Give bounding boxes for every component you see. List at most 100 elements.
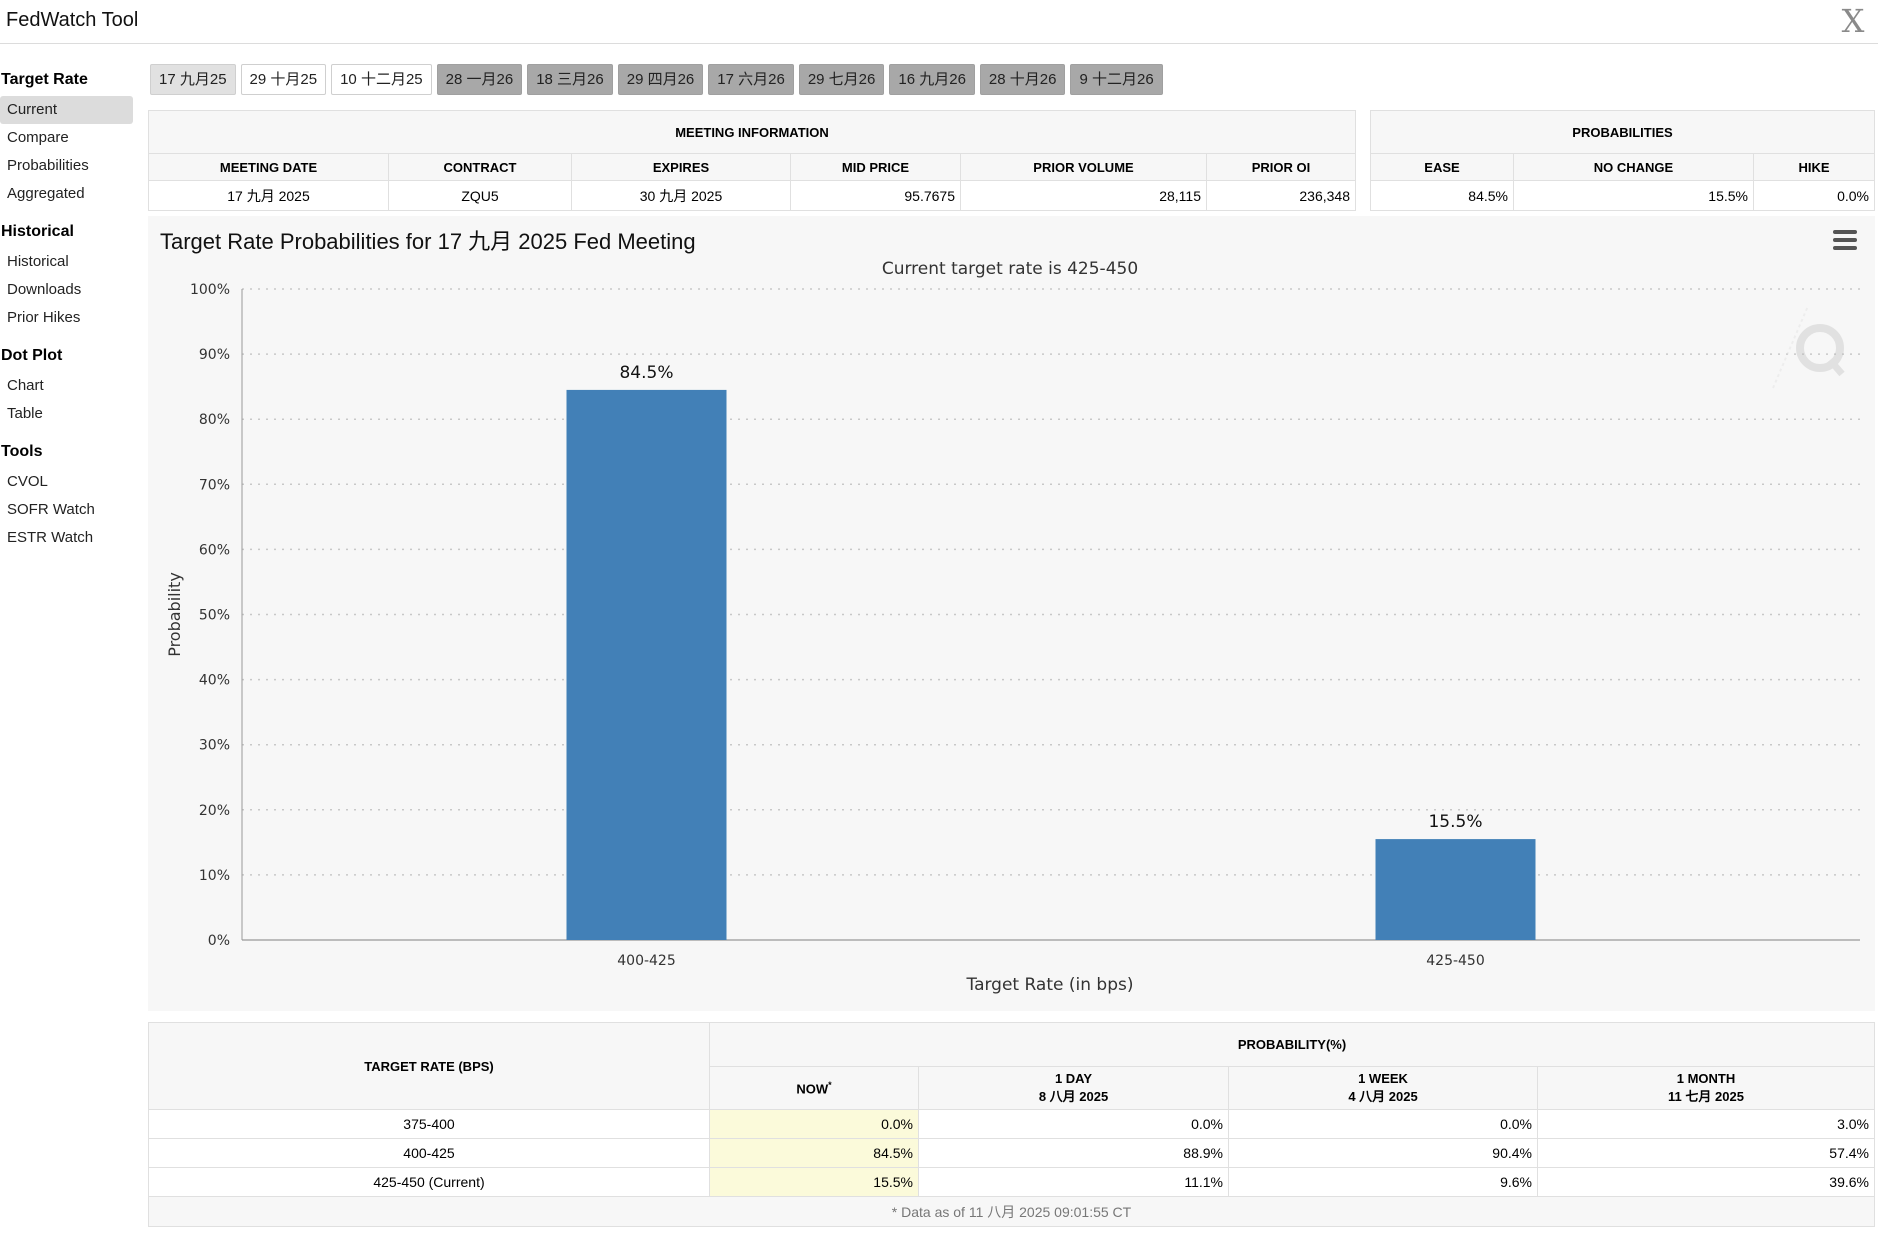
sidebar-item-chart[interactable]: Chart (7, 377, 44, 394)
sidebar-section-tools: Tools CVOL SOFR Watch ESTR Watch (0, 436, 140, 552)
table-row: 375-400 0.0% 0.0% 0.0% 3.0% (148, 1109, 1875, 1139)
sidebar-heading: Dot Plot (1, 347, 63, 364)
meeting-tab-7[interactable]: 17 六月26 (708, 64, 794, 95)
y-tick-label: 80% (199, 412, 230, 428)
app-title: FedWatch Tool (6, 9, 139, 31)
table-footnote-row: * Data as of 11 八月 2025 09:01:55 CT (148, 1196, 1875, 1227)
footnote-mark: * (828, 1079, 832, 1090)
probability-cell: 84.5% (709, 1138, 919, 1168)
probability-header: PROBABILITY(%) (709, 1022, 1875, 1067)
y-tick-label: 10% (199, 868, 230, 884)
sidebar-item-historical[interactable]: Historical (7, 253, 69, 270)
sidebar-nav: Target Rate Current Compare Probabilities Ag… (0, 64, 140, 560)
target-rate-cell: 425-450 (Current) (148, 1167, 710, 1197)
probability-cell: 88.9% (918, 1138, 1229, 1168)
bar-400-425[interactable] (566, 389, 727, 940)
meeting-tab-4[interactable]: 28 一月26 (436, 64, 523, 95)
col-hike: HIKE (1753, 153, 1875, 181)
bar-data-label: 15.5% (1428, 812, 1482, 832)
meeting-tab-3[interactable]: 10 十二月25 (331, 64, 432, 95)
mid-price-value: 95.7675 (790, 180, 961, 211)
probability-cell: 0.0% (709, 1109, 919, 1139)
sidebar-section-dot-plot: Dot Plot Chart Table (0, 340, 140, 428)
prior-oi-value: 236,348 (1206, 180, 1356, 211)
x-axis-title: Target Rate (in bps) (966, 975, 1134, 995)
y-tick-label: 100% (190, 282, 230, 298)
meeting-tab-5[interactable]: 18 三月26 (527, 64, 613, 95)
col-prior-volume: PRIOR VOLUME (960, 153, 1207, 181)
close-icon[interactable]: X (1841, 2, 1865, 40)
y-tick-label: 70% (199, 477, 230, 493)
probability-cell: 0.0% (1228, 1109, 1538, 1139)
y-axis-title: Probability (165, 572, 184, 657)
y-tick-label: 40% (199, 673, 230, 689)
chart-panel: Current target rate is 425-450 0% 10% 20% 30… (148, 216, 1875, 1011)
meeting-tab-10[interactable]: 28 十月26 (979, 64, 1066, 95)
y-tick-label: 90% (199, 347, 230, 363)
col-no-change: NO CHANGE (1513, 153, 1754, 181)
sidebar-heading: Tools (1, 443, 43, 460)
prior-volume-value: 28,115 (960, 180, 1207, 211)
col-expires: EXPIRES (571, 153, 791, 181)
probabilities-table: PROBABILITIES EASE NO CHANGE HIKE 84.5% … (1370, 110, 1875, 211)
data-timestamp-note: * Data as of 11 八月 2025 09:01:55 CT (148, 1196, 1875, 1227)
meeting-tabs: 17 九月25 29 十月25 10 十二月25 28 一月26 18 三月26 29 四… (150, 64, 1163, 96)
meeting-tab-6[interactable]: 29 四月26 (617, 64, 704, 95)
period-header-1-day: 1 DAY 8 八月 2025 (918, 1066, 1229, 1110)
period-header-1-week: 1 WEEK 4 八月 2025 (1228, 1066, 1538, 1110)
chart-title: Target Rate Probabilities for 17 九月 2025… (160, 229, 696, 254)
probability-detail-table: TARGET RATE (BPS) PROBABILITY(%) NOW* 1 D… (148, 1022, 1875, 1227)
chart-subtitle: Current target rate is 425-450 (882, 259, 1138, 279)
sidebar-heading: Historical (1, 223, 74, 240)
sidebar-item-current[interactable]: Current (0, 96, 133, 124)
meeting-info-heading: MEETING INFORMATION (148, 110, 1356, 154)
probability-cell: 57.4% (1537, 1138, 1875, 1168)
meeting-tab-2[interactable]: 29 十月25 (240, 64, 327, 95)
table-row: 400-425 84.5% 88.9% 90.4% 57.4% (148, 1138, 1875, 1168)
sidebar-item-table[interactable]: Table (7, 405, 43, 422)
sidebar-item-probabilities[interactable]: Probabilities (7, 157, 89, 174)
probability-bar-chart: Current target rate is 425-450 0% 10% 20% 30… (165, 259, 1860, 995)
ease-value: 84.5% (1370, 180, 1514, 211)
target-rate-cell: 400-425 (148, 1138, 710, 1168)
title-bar: FedWatch Tool X (0, 0, 1878, 44)
sidebar-item-aggregated[interactable]: Aggregated (7, 185, 85, 202)
sidebar-item-sofr-watch[interactable]: SOFR Watch (7, 501, 95, 518)
period-header-now: NOW* (709, 1066, 919, 1110)
sidebar-item-prior-hikes[interactable]: Prior Hikes (7, 309, 81, 326)
period-label: 1 WEEK (1358, 1071, 1408, 1086)
hamburger-menu-icon[interactable] (1833, 230, 1857, 250)
meeting-info-table: MEETING INFORMATION MEETING DATE CONTRAC… (148, 110, 1356, 211)
period-header-1-month: 1 MONTH 11 七月 2025 (1537, 1066, 1875, 1110)
sidebar-section-historical: Historical Historical Downloads Prior Hikes (0, 216, 140, 332)
period-label: 1 DAY (1054, 1071, 1093, 1086)
y-tick-label: 20% (199, 803, 230, 819)
meeting-tab-1[interactable]: 17 九月25 (150, 64, 236, 95)
contract-value: ZQU5 (388, 180, 572, 211)
col-meeting-date: MEETING DATE (148, 153, 389, 181)
y-tick-label: 50% (199, 608, 230, 624)
bar-425-450[interactable] (1375, 839, 1536, 940)
period-date: 11 七月 2025 (1668, 1089, 1744, 1104)
period-label: 1 MONTH (1676, 1071, 1736, 1086)
col-mid-price: MID PRICE (790, 153, 961, 181)
sidebar-section-target-rate: Target Rate Current Compare Probabilities Ag… (0, 64, 140, 208)
meeting-tab-9[interactable]: 16 九月26 (889, 64, 975, 95)
period-date: 4 八月 2025 (1348, 1089, 1418, 1104)
sidebar-item-compare[interactable]: Compare (7, 129, 69, 146)
probabilities-heading: PROBABILITIES (1370, 110, 1875, 154)
col-prior-oi: PRIOR OI (1206, 153, 1356, 181)
meeting-tab-11[interactable]: 9 十二月26 (1070, 64, 1163, 95)
probability-cell: 3.0% (1537, 1109, 1875, 1139)
table-row: 425-450 (Current) 15.5% 11.1% 9.6% 39.6% (148, 1167, 1875, 1197)
x-tick-label: 425-450 (1426, 953, 1485, 969)
probability-cell: 39.6% (1537, 1167, 1875, 1197)
sidebar-item-downloads[interactable]: Downloads (7, 281, 82, 298)
probability-cell: 9.6% (1228, 1167, 1538, 1197)
sidebar-item-cvol[interactable]: CVOL (7, 473, 48, 490)
period-date: 8 八月 2025 (1038, 1089, 1109, 1104)
target-rate-header: TARGET RATE (BPS) (148, 1022, 710, 1110)
no-change-value: 15.5% (1513, 180, 1754, 211)
sidebar-item-estr-watch[interactable]: ESTR Watch (7, 529, 94, 546)
meeting-tab-8[interactable]: 29 七月26 (798, 64, 885, 95)
